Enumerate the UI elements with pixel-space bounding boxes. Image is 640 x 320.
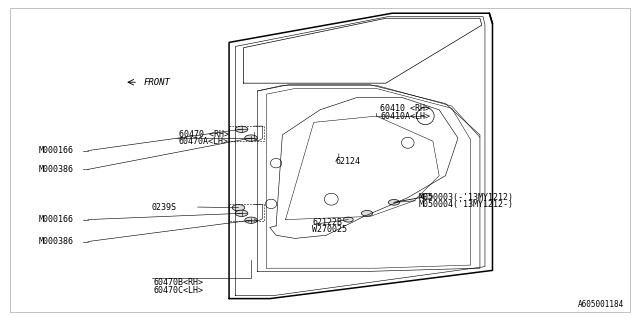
Text: W270025: W270025 bbox=[312, 225, 348, 234]
Text: 60410 <RH>: 60410 <RH> bbox=[380, 104, 430, 113]
Text: 0239S: 0239S bbox=[152, 203, 177, 212]
Text: 62122B: 62122B bbox=[312, 218, 342, 227]
Text: M050003(-'13MY1212): M050003(-'13MY1212) bbox=[419, 193, 514, 202]
Circle shape bbox=[236, 126, 248, 132]
Circle shape bbox=[362, 211, 372, 216]
Circle shape bbox=[244, 217, 257, 223]
Circle shape bbox=[388, 199, 399, 205]
Circle shape bbox=[343, 217, 353, 222]
Circle shape bbox=[232, 204, 244, 211]
Text: A605001184: A605001184 bbox=[578, 300, 624, 309]
Text: 60470A<LH>: 60470A<LH> bbox=[179, 137, 229, 146]
Text: 60470 <RH>: 60470 <RH> bbox=[179, 131, 229, 140]
Text: M000386: M000386 bbox=[39, 165, 74, 174]
Text: 60470B<RH>: 60470B<RH> bbox=[154, 278, 204, 287]
Text: 60470C<LH>: 60470C<LH> bbox=[154, 286, 204, 295]
Circle shape bbox=[421, 194, 432, 199]
Text: M000166: M000166 bbox=[39, 146, 74, 155]
Text: M000386: M000386 bbox=[39, 237, 74, 246]
Circle shape bbox=[236, 210, 248, 216]
Text: M050004('13MY1212-): M050004('13MY1212-) bbox=[419, 200, 514, 209]
Text: 60410A<LH>: 60410A<LH> bbox=[380, 112, 430, 121]
Text: FRONT: FRONT bbox=[143, 78, 170, 87]
Text: 62124: 62124 bbox=[336, 157, 361, 166]
Text: M000166: M000166 bbox=[39, 215, 74, 224]
Circle shape bbox=[244, 135, 257, 141]
